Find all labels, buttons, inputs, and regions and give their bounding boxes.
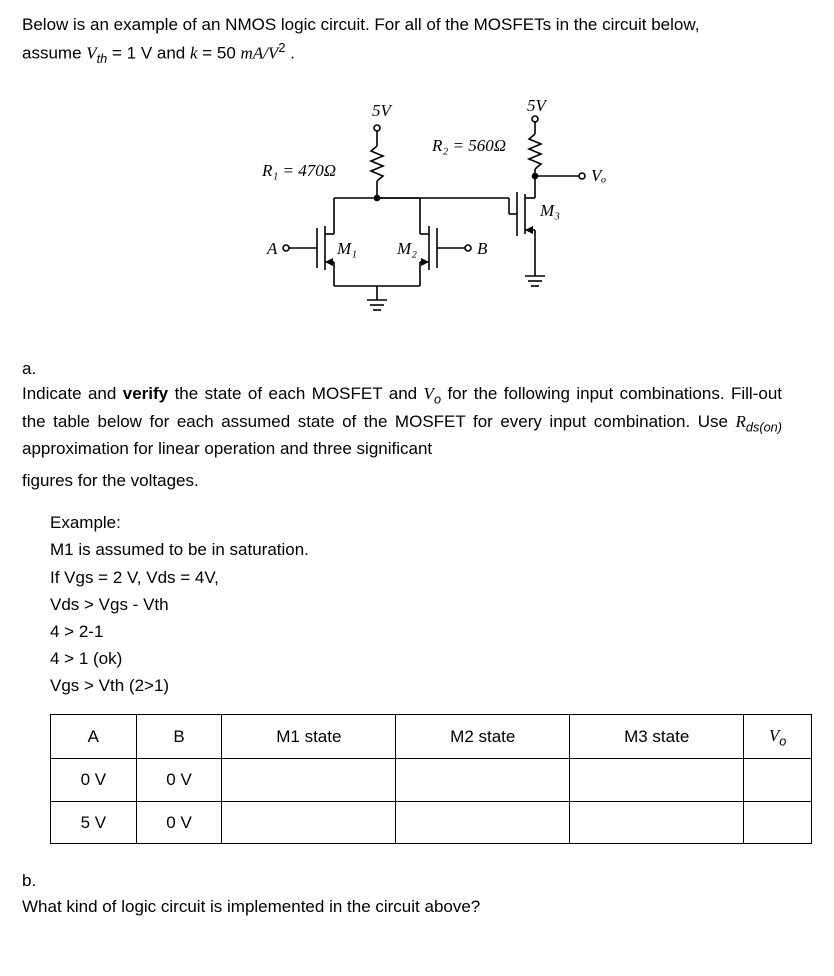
label-vo: Vₒ <box>591 166 606 185</box>
cell: 0 V <box>51 759 137 802</box>
th-m3: M3 state <box>570 714 744 759</box>
vth-symbol: V <box>86 43 96 62</box>
cell <box>570 801 744 844</box>
a-text2-end: approximation for linear operation and t… <box>22 439 432 458</box>
vth-sub: th <box>97 51 108 66</box>
vth-eq: = 1 V and <box>107 43 190 62</box>
label-m3: M₃ <box>539 201 560 220</box>
example-l6: Vgs > Vth (2>1) <box>50 672 812 699</box>
a-text1-post: the state of each MOSFET and <box>168 384 423 403</box>
part-a-body: Indicate and verify the state of each MO… <box>22 381 782 499</box>
label-m2: M₂ <box>396 239 417 258</box>
k-symbol: k <box>190 43 198 62</box>
a-text1-bold: verify <box>123 384 168 403</box>
cell <box>396 801 570 844</box>
vo-head-sub: o <box>779 733 786 748</box>
circuit-diagram: 5V R₁ = 470Ω A M₁ B <box>22 86 812 336</box>
th-a: A <box>51 714 137 759</box>
label-r1: R₁ = 470Ω <box>261 161 336 180</box>
example-l2: If Vgs = 2 V, Vds = 4V, <box>50 564 812 591</box>
intro-line1: Below is an example of an NMOS logic cir… <box>22 15 699 34</box>
example-l1: M1 is assumed to be in saturation. <box>50 536 812 563</box>
cell <box>744 801 812 844</box>
table-header-row: A B M1 state M2 state M3 state Vo <box>51 714 812 759</box>
part-b: b. What kind of logic circuit is impleme… <box>22 868 812 919</box>
a-vo-sym: V <box>424 384 434 403</box>
label-a: A <box>266 239 278 258</box>
k-eq: = 50 <box>198 43 241 62</box>
part-a: a. Indicate and verify the state of each… <box>22 356 812 500</box>
a-text1-end: for the following input <box>441 384 613 403</box>
cell: 0 V <box>136 759 222 802</box>
state-table: A B M1 state M2 state M3 state Vo 0 V 0 … <box>50 714 812 845</box>
cell <box>222 759 396 802</box>
circuit-svg: 5V R₁ = 470Ω A M₁ B <box>177 86 657 336</box>
label-m1: M₁ <box>336 239 357 258</box>
k-end: . <box>285 43 294 62</box>
label-b: B <box>477 239 488 258</box>
cell: 5 V <box>51 801 137 844</box>
cell: 0 V <box>136 801 222 844</box>
example-l3: Vds > Vgs - Vth <box>50 591 812 618</box>
label-5v-left: 5V <box>372 101 394 120</box>
a-rds-sub: ds(on) <box>746 419 782 434</box>
vo-head-sym: V <box>769 726 779 745</box>
a-rds-sym: R <box>735 412 745 431</box>
intro-line2-pre: assume <box>22 43 86 62</box>
example-block: Example: M1 is assumed to be in saturati… <box>50 509 812 699</box>
a-text1-pre: Indicate and <box>22 384 123 403</box>
k-unit-pre: mA/V <box>241 43 279 62</box>
table-row: 5 V 0 V <box>51 801 812 844</box>
part-b-label: b. <box>22 868 48 894</box>
example-l5: 4 > 1 (ok) <box>50 645 812 672</box>
b-text: What kind of logic circuit is implemente… <box>22 897 480 916</box>
th-m1: M1 state <box>222 714 396 759</box>
label-r2: R₂ = 560Ω <box>431 136 506 155</box>
table-row: 0 V 0 V <box>51 759 812 802</box>
a-vo-sub: o <box>434 392 441 407</box>
label-5v-right: 5V <box>527 96 549 115</box>
example-title: Example: <box>50 509 812 536</box>
th-vo: Vo <box>744 714 812 759</box>
part-b-body: What kind of logic circuit is implemente… <box>22 894 782 920</box>
cell <box>222 801 396 844</box>
cell <box>396 759 570 802</box>
cell <box>744 759 812 802</box>
th-m2: M2 state <box>396 714 570 759</box>
intro-paragraph: Below is an example of an NMOS logic cir… <box>22 12 812 68</box>
part-a-label: a. <box>22 356 48 382</box>
a-text3: figures for the voltages. <box>22 468 782 494</box>
example-l4: 4 > 2-1 <box>50 618 812 645</box>
cell <box>570 759 744 802</box>
th-b: B <box>136 714 222 759</box>
